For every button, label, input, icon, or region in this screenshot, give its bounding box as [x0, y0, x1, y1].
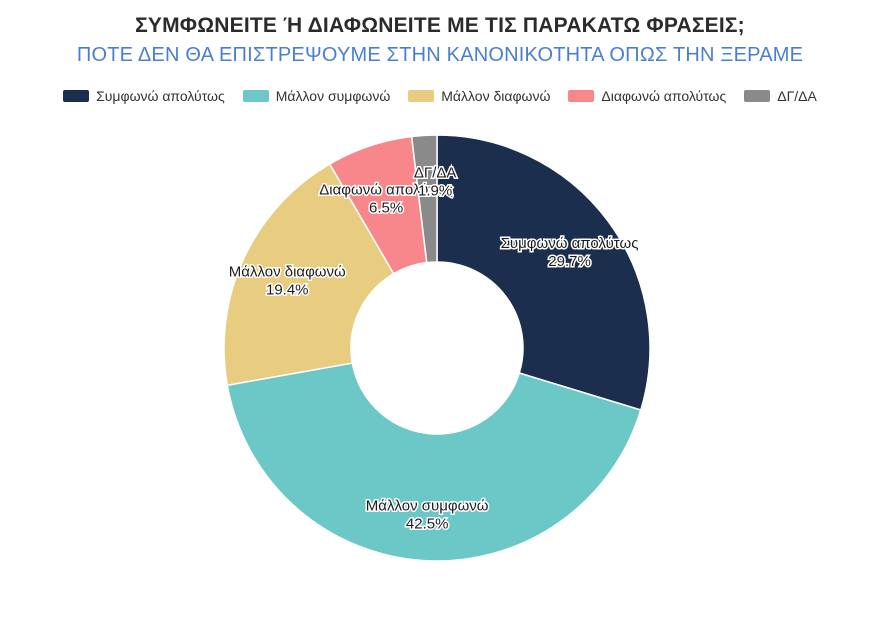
legend-label: Μάλλον συμφωνώ [275, 88, 391, 104]
legend-label: Διαφωνώ απολύτως [601, 88, 727, 104]
legend-item-agree-somewhat[interactable]: Μάλλον συμφωνώ [242, 88, 391, 104]
slice-name-label: Μάλλον διαφωνώ [229, 264, 346, 281]
slice-value-label: 19.4% [266, 282, 309, 299]
slice-agree-somewhat[interactable] [226, 362, 642, 562]
legend-item-dont-know[interactable]: ΔΓ/ΔΑ [744, 88, 817, 104]
chart-title: ΣΥΜΦΩΝΕΙΤΕ Ή ΔΙΑΦΩΝΕΙΤΕ ΜΕ ΤΙΣ ΠΑΡΑΚΑΤΩ … [135, 14, 745, 37]
slice-value-label: 29.7% [548, 253, 591, 270]
legend-item-disagree-somewhat[interactable]: Μάλλον διαφωνώ [408, 88, 550, 104]
legend-item-agree-strongly[interactable]: Συμφωνώ απολύτως [63, 88, 225, 104]
slice-value-label: 1.9% [418, 182, 452, 199]
chart-legend: Συμφωνώ απολύτως Μάλλον συμφωνώ Μάλλον δ… [0, 88, 880, 104]
slice-label-dont-know: ΔΓ/ΔΑ1.9% [412, 163, 457, 201]
legend-label: ΔΓ/ΔΑ [777, 88, 817, 104]
chart-subtitle: ΠΟΤΕ ΔΕΝ ΘΑ ΕΠΙΣΤΡΕΨΟΥΜΕ ΣΤΗΝ ΚΑΝΟΝΙΚΟΤΗ… [76, 44, 804, 66]
slice-name-label: Συμφωνώ απολύτως [501, 235, 639, 252]
slice-dont-know[interactable] [410, 134, 438, 264]
slice-value-label: 42.5% [406, 516, 449, 533]
legend-swatch [408, 90, 435, 102]
slice-disagree-somewhat[interactable] [223, 162, 395, 387]
legend-swatch [744, 90, 771, 102]
legend-label: Μάλλον διαφωνώ [441, 88, 551, 104]
legend-swatch [568, 90, 595, 102]
slice-name-label: Μάλλον συμφωνώ [366, 498, 489, 515]
slice-agree-strongly[interactable] [436, 134, 651, 411]
slice-name-label: Διαφωνώ απολύτως [319, 181, 453, 198]
legend-item-disagree-strongly[interactable]: Διαφωνώ απολύτως [568, 88, 726, 104]
legend-label: Συμφωνώ απολύτως [96, 88, 225, 104]
legend-swatch [63, 90, 90, 102]
slice-name-label: ΔΓ/ΔΑ [414, 164, 456, 181]
legend-swatch [242, 90, 269, 102]
slice-value-label: 6.5% [369, 199, 403, 216]
